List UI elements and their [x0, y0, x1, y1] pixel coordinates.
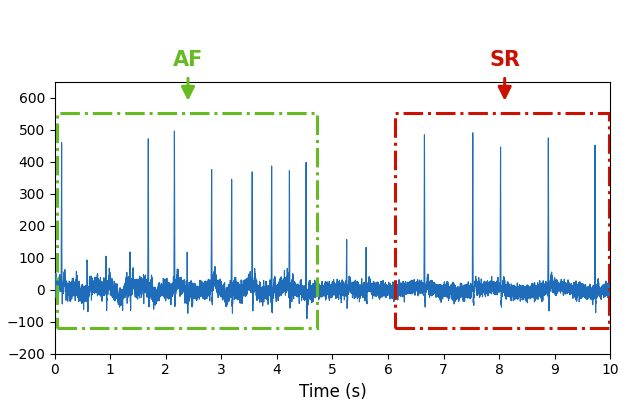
X-axis label: Time (s): Time (s): [299, 383, 366, 401]
Bar: [57, 113, 317, 328]
Text: SR: SR: [489, 51, 520, 71]
Text: AF: AF: [173, 51, 203, 71]
Bar: [394, 113, 608, 328]
